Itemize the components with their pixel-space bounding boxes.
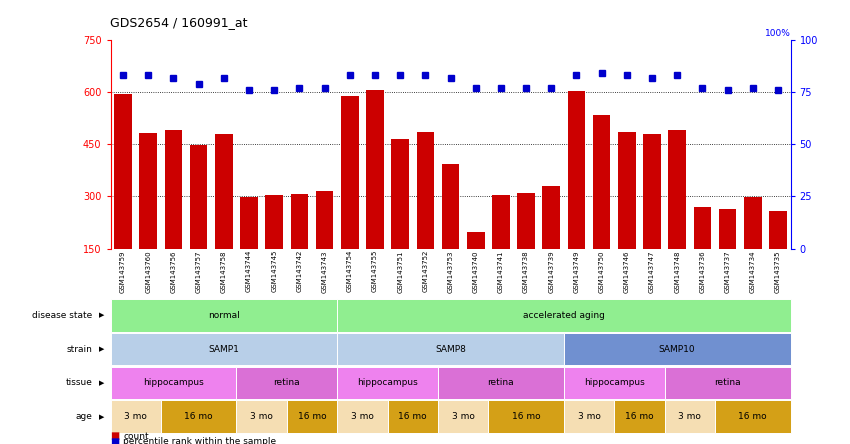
Text: 3 mo: 3 mo: [578, 412, 600, 421]
Text: 16 mo: 16 mo: [625, 412, 654, 421]
Bar: [291, 194, 309, 301]
Text: retina: retina: [714, 378, 741, 388]
Text: 16 mo: 16 mo: [512, 412, 541, 421]
Text: disease state: disease state: [32, 311, 93, 320]
Text: age: age: [76, 412, 93, 421]
Text: 16 mo: 16 mo: [399, 412, 427, 421]
Text: hippocampus: hippocampus: [143, 378, 204, 388]
Text: 3 mo: 3 mo: [250, 412, 273, 421]
Text: strain: strain: [67, 345, 93, 354]
Bar: [643, 134, 660, 301]
Bar: [315, 191, 333, 301]
Bar: [668, 130, 686, 301]
Text: hippocampus: hippocampus: [357, 378, 418, 388]
Bar: [241, 197, 258, 301]
Bar: [165, 130, 182, 301]
Text: SAMP1: SAMP1: [208, 345, 239, 354]
Bar: [542, 186, 560, 301]
Bar: [568, 91, 586, 301]
Bar: [744, 197, 762, 301]
Bar: [215, 134, 233, 301]
Text: 3 mo: 3 mo: [124, 412, 147, 421]
Bar: [618, 132, 636, 301]
Bar: [139, 133, 157, 301]
Bar: [467, 232, 484, 301]
Bar: [391, 139, 409, 301]
Text: ■: ■: [110, 432, 120, 441]
Text: percentile rank within the sample: percentile rank within the sample: [123, 437, 276, 444]
Bar: [341, 96, 359, 301]
Bar: [592, 115, 610, 301]
Text: SAMP8: SAMP8: [435, 345, 466, 354]
Bar: [265, 195, 283, 301]
Text: ▶: ▶: [99, 380, 104, 386]
Text: ▶: ▶: [99, 346, 104, 352]
Text: ▶: ▶: [99, 414, 104, 420]
Text: hippocampus: hippocampus: [584, 378, 644, 388]
Text: 3 mo: 3 mo: [451, 412, 474, 421]
Text: GDS2654 / 160991_at: GDS2654 / 160991_at: [110, 16, 248, 29]
Text: tissue: tissue: [65, 378, 93, 388]
Text: 3 mo: 3 mo: [678, 412, 701, 421]
Bar: [190, 145, 207, 301]
Text: SAMP10: SAMP10: [659, 345, 695, 354]
Text: 100%: 100%: [765, 29, 790, 38]
Bar: [492, 195, 510, 301]
Bar: [416, 132, 434, 301]
Text: ▶: ▶: [99, 313, 104, 318]
Text: normal: normal: [208, 311, 240, 320]
Text: 16 mo: 16 mo: [739, 412, 767, 421]
Bar: [366, 90, 383, 301]
Text: 3 mo: 3 mo: [351, 412, 374, 421]
Text: retina: retina: [488, 378, 514, 388]
Bar: [518, 193, 535, 301]
Text: 16 mo: 16 mo: [298, 412, 326, 421]
Text: accelerated aging: accelerated aging: [523, 311, 604, 320]
Text: 16 mo: 16 mo: [184, 412, 213, 421]
Text: retina: retina: [274, 378, 300, 388]
Bar: [114, 94, 132, 301]
Text: count: count: [123, 432, 149, 441]
Bar: [719, 209, 736, 301]
Bar: [769, 211, 787, 301]
Bar: [442, 164, 459, 301]
Text: ■: ■: [110, 437, 120, 444]
Bar: [694, 207, 711, 301]
